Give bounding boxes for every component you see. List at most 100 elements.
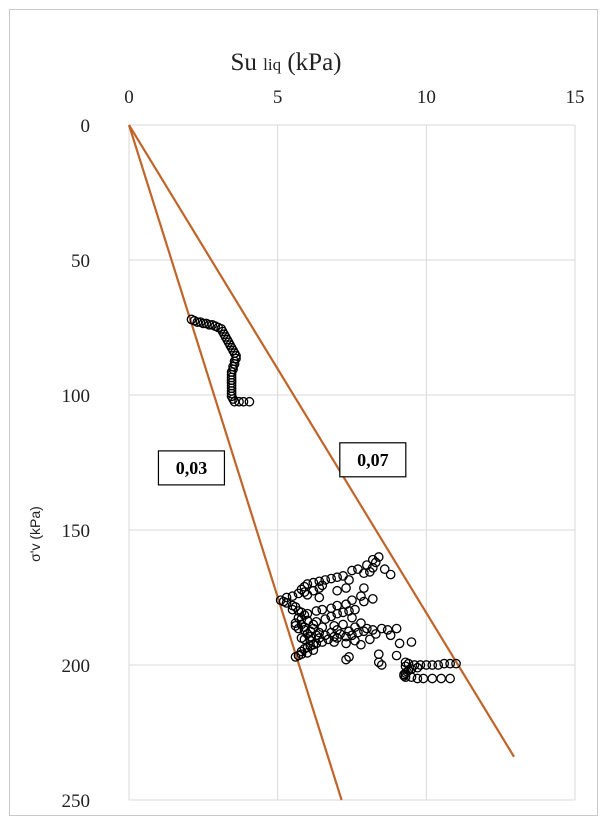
- data-point: [359, 596, 369, 607]
- data-point: [427, 673, 438, 684]
- x-tick-label: 0: [124, 87, 134, 108]
- data-point: [347, 612, 357, 623]
- data-point: [373, 649, 384, 660]
- data-point: [391, 650, 402, 661]
- data-point: [341, 583, 351, 593]
- grid-lines: [128, 124, 576, 801]
- data-point: [287, 604, 298, 615]
- data-point: [382, 625, 393, 635]
- data-point: [290, 618, 301, 629]
- data-point: [226, 388, 237, 399]
- data-point: [359, 583, 369, 593]
- data-point: [338, 619, 348, 630]
- data-point: [373, 657, 384, 668]
- annotation-box: [157, 450, 226, 486]
- data-point: [314, 627, 325, 638]
- annotation-text: 0,03: [176, 458, 208, 478]
- chart-title: Su liq (kPa): [230, 49, 341, 76]
- data-point: [362, 623, 372, 634]
- annotation-label: 0,07: [339, 442, 407, 478]
- data-point: [299, 581, 310, 592]
- data-point: [314, 592, 325, 603]
- data-point: [326, 573, 337, 584]
- data-point: [347, 630, 357, 641]
- data-point: [347, 565, 357, 576]
- data-point: [296, 607, 307, 618]
- data-point: [341, 631, 351, 642]
- data-point: [370, 629, 381, 639]
- y-tick-label: 200: [62, 656, 91, 677]
- data-point: [356, 639, 366, 650]
- annotation-text: 0,07: [357, 450, 389, 470]
- data-point: [406, 672, 417, 683]
- data-point: [359, 626, 369, 637]
- data-point: [376, 660, 387, 670]
- data-point: [367, 593, 378, 604]
- data-point: [299, 634, 310, 645]
- chart-frame: 0 5 10 15 0 50 100 150 200 250 Su liq (kPa) σ'v (…: [9, 9, 598, 816]
- data-point: [326, 611, 337, 622]
- data-point: [332, 572, 342, 583]
- data-point: [314, 583, 325, 593]
- data-point: [302, 647, 313, 658]
- data-point: [192, 317, 203, 327]
- data-point: [204, 319, 215, 330]
- data-point: [287, 591, 298, 602]
- data-point: [341, 638, 351, 649]
- data-point: [451, 658, 461, 669]
- y-tick-label: 100: [62, 386, 91, 407]
- data-point: [311, 606, 322, 616]
- data-point: [293, 588, 304, 599]
- data-point: [293, 623, 304, 634]
- data-point: [338, 571, 348, 581]
- y-tick-label: 0: [81, 116, 91, 137]
- data-point: [323, 634, 334, 645]
- reference-line-0-07: [128, 124, 515, 758]
- data-point: [364, 566, 375, 577]
- y-tick-label: 150: [62, 521, 91, 542]
- data-point: [317, 622, 328, 633]
- data-point: [281, 598, 292, 608]
- data-point: [379, 564, 390, 575]
- data-point: [290, 652, 301, 662]
- data-point: [317, 604, 328, 615]
- data-point: [198, 318, 209, 329]
- data-point: [445, 658, 455, 669]
- data-point: [329, 637, 340, 647]
- data-point: [421, 660, 432, 670]
- data-point: [427, 660, 438, 670]
- x-tick-label: 15: [566, 87, 585, 108]
- annotation-box: [339, 442, 407, 478]
- data-point: [399, 670, 409, 681]
- data-point: [445, 673, 455, 684]
- data-point: [317, 637, 328, 647]
- data-point: [350, 604, 360, 615]
- data-point: [238, 396, 249, 407]
- reference-lines: [127, 124, 515, 801]
- data-point: [359, 568, 369, 579]
- data-point: [400, 672, 411, 683]
- data-point: [406, 637, 417, 647]
- data-point: [320, 575, 331, 585]
- data-point: [353, 627, 363, 638]
- data-point: [370, 557, 381, 568]
- data-point: [347, 595, 357, 606]
- annotation-label: 0,03: [157, 450, 226, 486]
- data-point: [308, 645, 319, 656]
- data-point: [439, 658, 450, 669]
- data-point: [364, 634, 375, 645]
- data-point: [299, 587, 310, 597]
- data-point: [234, 396, 244, 407]
- data-point: [317, 580, 328, 591]
- data-points: [186, 314, 461, 684]
- data-point: [385, 630, 396, 641]
- data-point: [391, 623, 402, 634]
- data-point: [373, 552, 384, 562]
- data-point: [344, 652, 354, 662]
- y-tick-label: 50: [71, 251, 90, 272]
- data-point: [356, 591, 366, 602]
- data-point: [338, 607, 348, 618]
- data-point: [412, 662, 423, 673]
- data-point: [344, 575, 354, 585]
- reference-line-0-03: [127, 124, 343, 801]
